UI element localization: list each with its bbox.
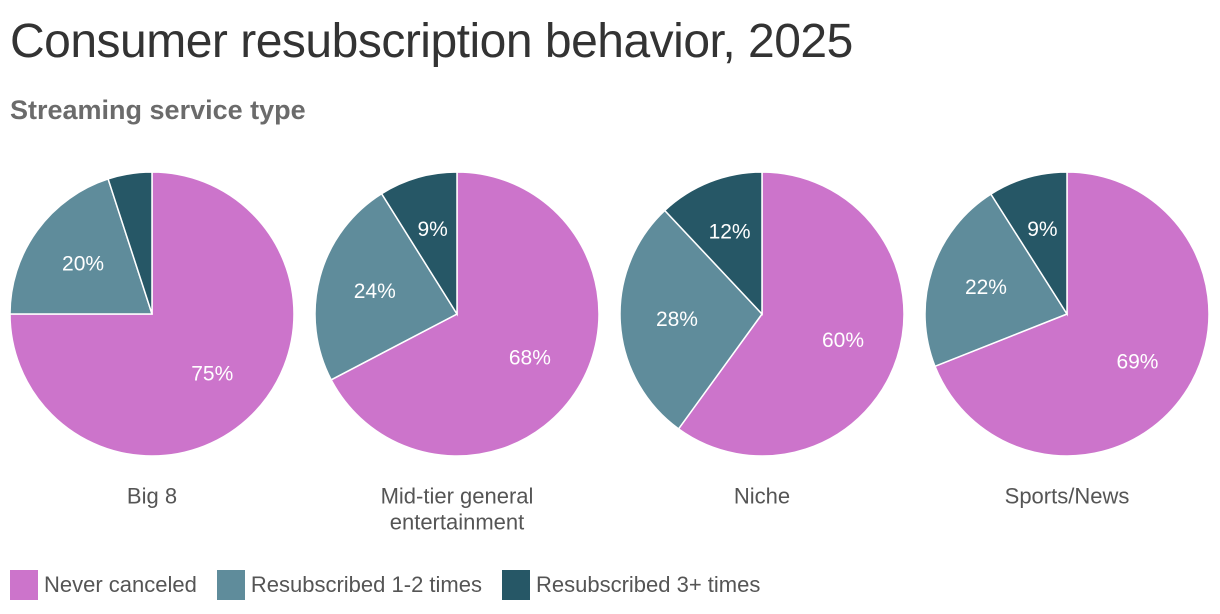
legend-label: Resubscribed 1-2 times [250,572,482,597]
category-label: Sports/News [1005,484,1130,509]
legend-label: Never canceled [44,572,197,597]
legend-item-resubscribed-1-2: Resubscribed 1-2 times [216,570,482,600]
legend-swatch-resubscribed-1-2 [216,570,245,600]
pie-slice-resubscribed-1-2 [9,178,154,315]
slice-label: 68% [509,347,551,370]
slice-label: 20% [62,252,104,275]
pie-slice-never-canceled [677,171,905,457]
category-label: Niche [734,484,790,509]
pie-slice-never-canceled [9,171,295,457]
pie-charts: 75% 20% Big 8 68% 24% 9% Mid-tier generalenter… [9,171,1210,535]
pie-slice-resubscribed-3-plus [989,171,1068,317]
category-label: Big 8 [127,484,177,509]
legend-swatch-never-canceled [10,570,38,600]
pie-slice-resubscribed-3-plus [663,171,763,316]
slice-label: 12% [709,221,751,244]
slice-label: 24% [354,280,396,303]
pie-slice-resubscribed-1-2 [314,192,459,381]
category-label: Mid-tier general [381,484,534,509]
slice-label: 9% [417,218,447,241]
slice-label: 69% [1116,350,1158,373]
pie-slice-resubscribed-1-2 [924,193,1069,368]
legend-item-never-canceled: Never canceled [10,570,197,600]
slice-label: 22% [965,276,1007,299]
slice-label: 9% [1027,218,1057,241]
slice-label: 75% [191,363,233,386]
legend: Never canceled Resubscribed 1-2 times Re… [10,570,760,600]
legend-label: Resubscribed 3+ times [535,572,761,597]
chart-title: Consumer resubscription behavior, 2025 [10,15,853,68]
pie-slice-resubscribed-3-plus [380,171,458,317]
chart-subtitle: Streaming service type [10,95,306,125]
pie-slice-resubscribed-1-2 [619,209,763,430]
slice-label: 28% [656,308,698,331]
legend-swatch-resubscribed-3-plus [501,570,530,600]
pie-slice-never-canceled [330,171,600,457]
pie-slice-resubscribed-3-plus [107,171,153,315]
legend-item-resubscribed-3-plus: Resubscribed 3+ times [501,570,761,600]
slice-label: 60% [822,329,864,352]
category-label: entertainment [390,510,525,535]
pie-slice-never-canceled [933,171,1210,457]
